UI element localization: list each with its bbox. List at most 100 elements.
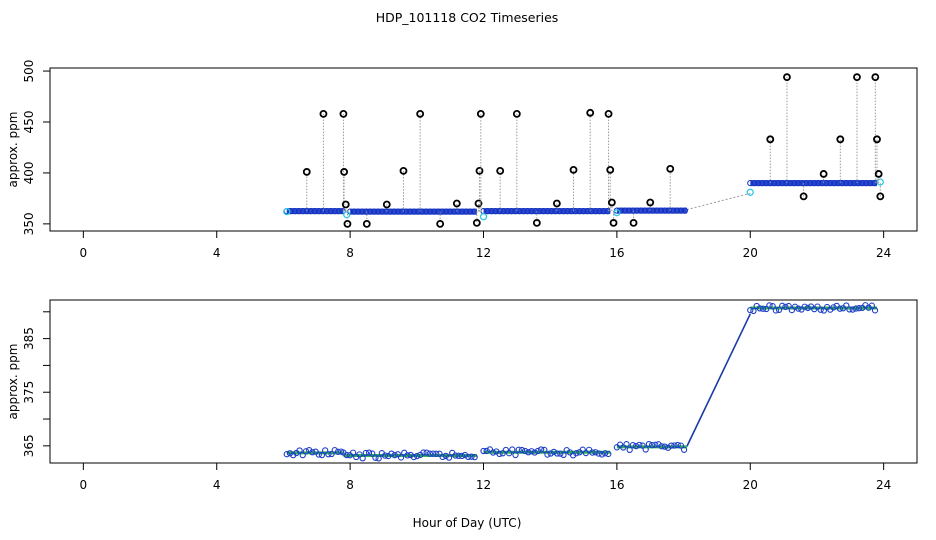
data-point: [595, 450, 602, 457]
data-point: [782, 303, 789, 311]
data-point: [852, 305, 860, 312]
data-point: [795, 305, 802, 312]
data-cluster: [283, 446, 345, 459]
x-tick-label: 12: [476, 246, 491, 260]
data-point: [351, 208, 358, 215]
data-point: [576, 208, 583, 215]
data-point: [287, 208, 294, 215]
data-point: [849, 306, 856, 313]
data-point: [318, 451, 326, 459]
data-point: [799, 180, 806, 187]
data-point: [452, 452, 459, 459]
data-point: [547, 450, 554, 457]
data-point: [623, 441, 630, 448]
data-point: [767, 180, 774, 187]
data-point: [579, 446, 586, 453]
data-point: [496, 450, 503, 458]
data-point: [540, 208, 547, 215]
data-point: [550, 448, 558, 456]
data-point: [468, 453, 475, 460]
data-point: [521, 447, 529, 455]
data-cluster: [340, 449, 478, 462]
data-point: [283, 451, 290, 458]
data-point: [835, 180, 842, 187]
data-point: [356, 451, 363, 458]
data-point: [763, 180, 770, 187]
data-point: [463, 208, 470, 215]
data-point: [500, 208, 507, 215]
data-point: [652, 441, 659, 448]
data-point: [299, 451, 306, 459]
data-point: [489, 449, 497, 456]
data-point: [548, 208, 555, 215]
data-point: [407, 208, 414, 215]
spike-point: [319, 109, 328, 118]
data-point: [769, 303, 776, 310]
spike-point: [629, 218, 638, 227]
data-point: [553, 450, 561, 457]
data-point: [637, 207, 644, 214]
data-point: [303, 208, 310, 215]
spike-point: [609, 218, 618, 227]
data-point: [807, 180, 814, 187]
data-point: [658, 443, 665, 450]
data-point: [420, 449, 427, 456]
data-point: [600, 208, 607, 215]
data-point: [592, 449, 599, 456]
y-tick-label: 500: [22, 60, 36, 83]
data-point: [568, 208, 575, 215]
spike-point: [532, 218, 541, 227]
data-point: [397, 454, 405, 461]
series-band: [750, 180, 877, 187]
data-point: [620, 444, 627, 451]
data-point: [775, 306, 783, 313]
data-point: [626, 446, 633, 454]
x-tick-label: 24: [876, 478, 891, 492]
data-point: [674, 441, 681, 449]
data-point: [520, 208, 527, 215]
spike-point: [339, 109, 348, 118]
data-point: [423, 449, 430, 456]
data-point: [756, 305, 764, 312]
series-band: [350, 208, 477, 215]
y-tick-label: 385: [22, 327, 36, 350]
data-point: [443, 208, 450, 215]
x-tick-label: 4: [213, 246, 221, 260]
data-point: [819, 180, 826, 187]
y-axis-label: approx. ppm: [6, 112, 20, 188]
spike-point: [475, 166, 484, 175]
data-point: [661, 443, 669, 450]
data-point: [601, 450, 609, 457]
data-point: [404, 452, 411, 459]
data-cluster: [613, 441, 688, 454]
y-tick-label: 365: [22, 434, 36, 457]
data-point: [394, 451, 401, 458]
data-point: [843, 180, 850, 187]
spike-point: [646, 198, 655, 207]
data-point: [771, 180, 778, 187]
data-point: [671, 442, 678, 449]
cyan-data-point: [613, 209, 621, 217]
data-point: [349, 449, 357, 456]
data-point: [524, 208, 531, 215]
data-cluster: [613, 207, 688, 214]
data-point: [375, 455, 382, 462]
spike-point: [853, 73, 861, 82]
data-point: [488, 208, 495, 215]
data-point: [411, 208, 418, 215]
x-tick-label: 16: [609, 478, 624, 492]
data-point: [461, 451, 469, 459]
data-point: [331, 208, 338, 215]
spike-point: [836, 135, 845, 144]
data-point: [791, 180, 798, 187]
cyan-data-point: [343, 211, 351, 219]
data-point: [363, 208, 370, 215]
data-point: [515, 446, 522, 453]
cyan-data-point: [746, 188, 754, 196]
data-point: [311, 208, 318, 215]
data-point: [387, 208, 394, 215]
data-point: [868, 302, 876, 309]
data-point: [830, 304, 837, 311]
data-point: [431, 208, 438, 215]
